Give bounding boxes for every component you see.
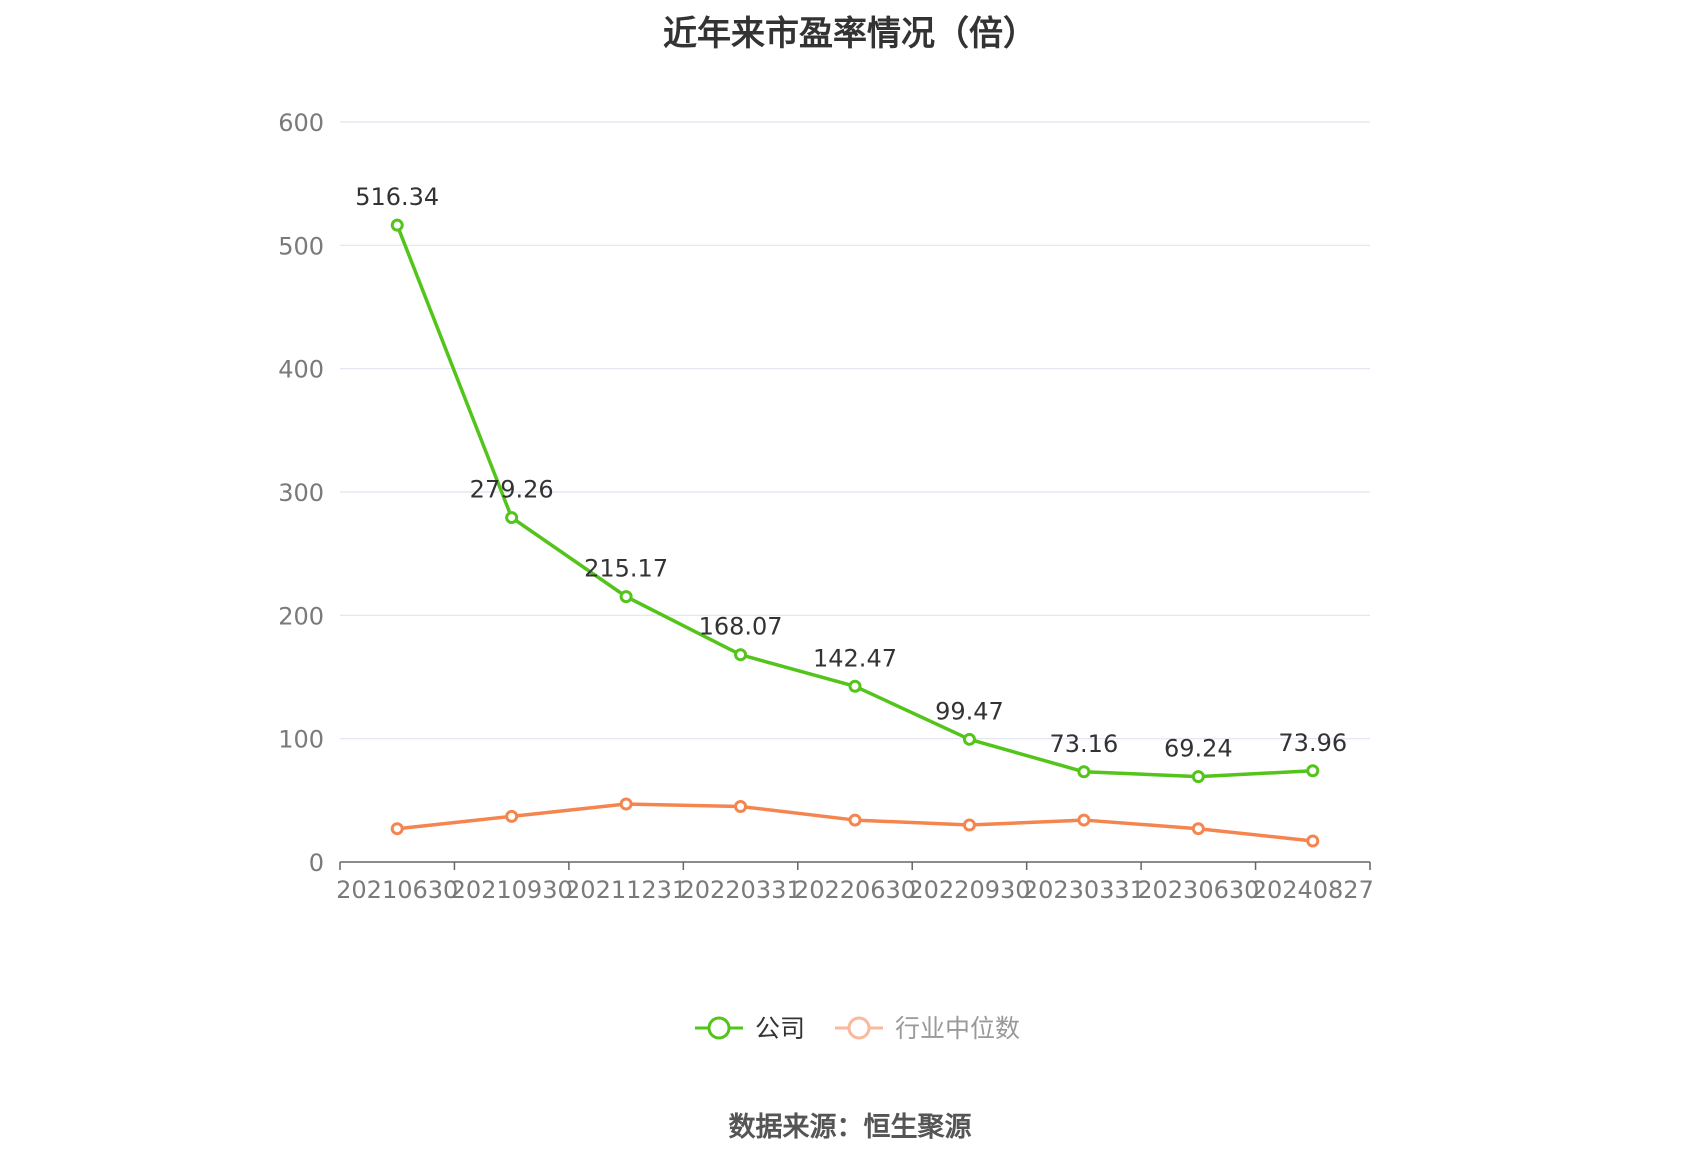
data-point[interactable] (619, 797, 633, 811)
data-point[interactable] (848, 679, 862, 693)
data-point[interactable] (390, 218, 404, 232)
data-label: 99.47 (935, 697, 1004, 725)
x-tick-label: 20220930 (908, 876, 1030, 904)
data-point[interactable] (619, 590, 633, 604)
data-point[interactable] (1306, 834, 1320, 848)
y-tick-label: 500 (278, 232, 324, 260)
y-tick-label: 100 (278, 726, 324, 754)
legend-label: 行业中位数 (895, 1014, 1020, 1043)
x-tick-label: 20210930 (451, 876, 573, 904)
chart-title: 近年来市盈率情况（倍） (663, 14, 1037, 54)
series-lines (390, 218, 1320, 848)
y-tick-label: 0 (309, 849, 324, 877)
data-label: 215.17 (584, 555, 668, 583)
data-point[interactable] (734, 800, 748, 813)
x-tick-label: 20220630 (794, 876, 916, 904)
legend-label: 公司 (755, 1014, 805, 1043)
y-tick-label: 300 (278, 479, 324, 507)
x-tick-label: 20210630 (336, 876, 458, 904)
legend-item-0[interactable]: 公司 (695, 1014, 805, 1043)
legend-swatch-marker (707, 1016, 731, 1040)
x-tick-label: 20211231 (565, 876, 687, 904)
data-point[interactable] (390, 822, 404, 836)
data-point[interactable] (848, 813, 862, 827)
data-label: 142.47 (813, 644, 897, 672)
gridlines (340, 121, 1370, 740)
x-tick-label: 20230630 (1137, 876, 1259, 904)
data-point[interactable] (962, 732, 976, 746)
x-axis: 2021063020210930202112312022033120220630… (336, 861, 1374, 904)
data-label: 73.16 (1050, 730, 1119, 758)
data-point[interactable] (1077, 765, 1091, 779)
x-tick-label: 20230331 (1023, 876, 1145, 904)
y-tick-label: 600 (278, 109, 324, 137)
y-axis: 0 100 200 300 400 500 600 (278, 109, 324, 877)
data-point[interactable] (1077, 813, 1091, 827)
legend-item-1[interactable]: 行业中位数 (835, 1014, 1020, 1043)
data-point[interactable] (962, 818, 976, 832)
y-tick-label: 400 (278, 356, 324, 384)
data-labels: 516.34 279.26 215.17 168.07 142.47 99.47 73.16… (355, 183, 1347, 762)
data-source-note: 数据来源：恒生聚源 (728, 1112, 972, 1143)
legend: 公司 行业中位数 (695, 1014, 1020, 1043)
x-tick-label: 20220331 (679, 876, 801, 904)
data-label: 279.26 (470, 476, 554, 504)
data-label: 168.07 (699, 613, 783, 641)
data-point[interactable] (1191, 822, 1205, 836)
data-point[interactable] (734, 648, 748, 662)
data-label: 516.34 (355, 183, 439, 211)
data-label: 69.24 (1164, 735, 1233, 763)
data-label: 73.96 (1278, 729, 1347, 757)
y-tick-label: 200 (278, 602, 324, 630)
legend-swatch-marker (847, 1016, 871, 1040)
data-point[interactable] (505, 809, 519, 823)
x-tick-label: 20240827 (1252, 876, 1374, 904)
data-point[interactable] (1191, 770, 1205, 784)
data-point[interactable] (505, 511, 519, 525)
data-point[interactable] (1306, 764, 1320, 778)
